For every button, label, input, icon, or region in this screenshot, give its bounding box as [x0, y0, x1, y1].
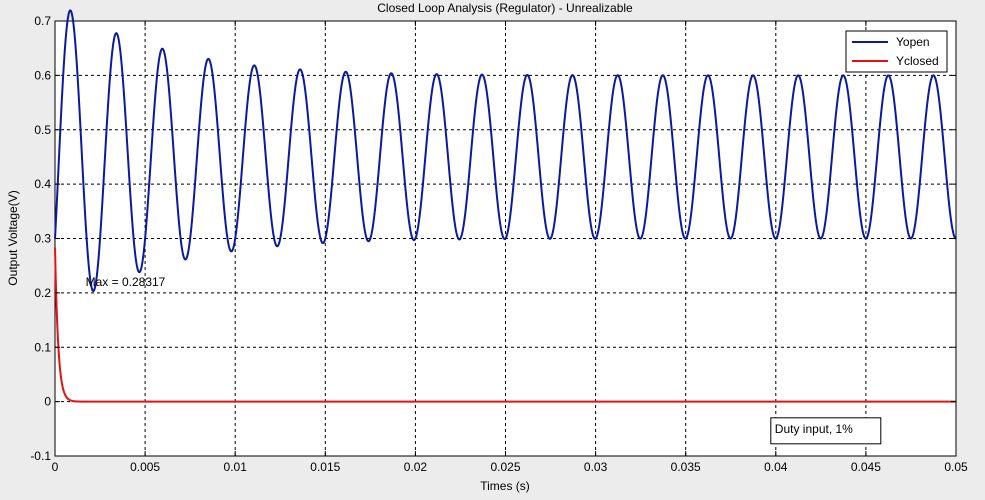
y-tick-label: 0 — [44, 395, 51, 409]
x-tick-label: 0.05 — [944, 460, 968, 474]
y-tick-label: -0.1 — [30, 449, 51, 463]
annotation-max-value: Max = 0.28317 — [86, 275, 166, 289]
x-tick-label: 0.005 — [130, 460, 160, 474]
series-group — [54, 9, 957, 403]
y-tick-label: 0.3 — [34, 232, 51, 246]
chart-title: Closed Loop Analysis (Regulator) - Unrea… — [377, 1, 633, 15]
y-tick-label: 0.6 — [34, 68, 51, 82]
annotation-duty-input: Duty input, 1% — [770, 417, 882, 445]
y-axis-label: Output Voltage(V) — [6, 190, 20, 285]
y-tick-label: 0.7 — [34, 14, 51, 28]
legend[interactable]: Yopen Yclosed — [845, 30, 948, 73]
x-tick-label: 0.01 — [224, 460, 248, 474]
y-tick-label: 0.1 — [34, 340, 51, 354]
tick-marks — [54, 20, 957, 457]
x-axis-label: Times (s) — [480, 479, 530, 493]
x-tick-label: 0.03 — [584, 460, 608, 474]
x-tick-label: 0.025 — [490, 460, 520, 474]
y-tick-label: 0.5 — [34, 123, 51, 137]
series-line-yopen — [54, 9, 957, 293]
tick-labels: 0 0.005 0.01 0.015 0.02 0.025 0.03 0.035 0.04 0.0… — [30, 14, 968, 474]
annotation-box — [770, 417, 882, 445]
x-tick-label: 0.045 — [851, 460, 881, 474]
y-tick-label: 0.4 — [34, 177, 51, 191]
legend-label-yclosed: Yclosed — [896, 54, 939, 68]
x-tick-label: 0.035 — [671, 460, 701, 474]
annotation-duty-text: Duty input, 1% — [775, 422, 853, 436]
x-tick-label: 0.02 — [404, 460, 428, 474]
y-tick-label: 0.2 — [34, 286, 51, 300]
legend-box — [845, 30, 948, 73]
series-line-yclosed — [54, 247, 956, 403]
x-tick-label: 0.04 — [764, 460, 788, 474]
legend-label-yopen: Yopen — [896, 35, 930, 49]
x-tick-label: 0.015 — [310, 460, 340, 474]
x-tick-label: 0 — [52, 460, 59, 474]
